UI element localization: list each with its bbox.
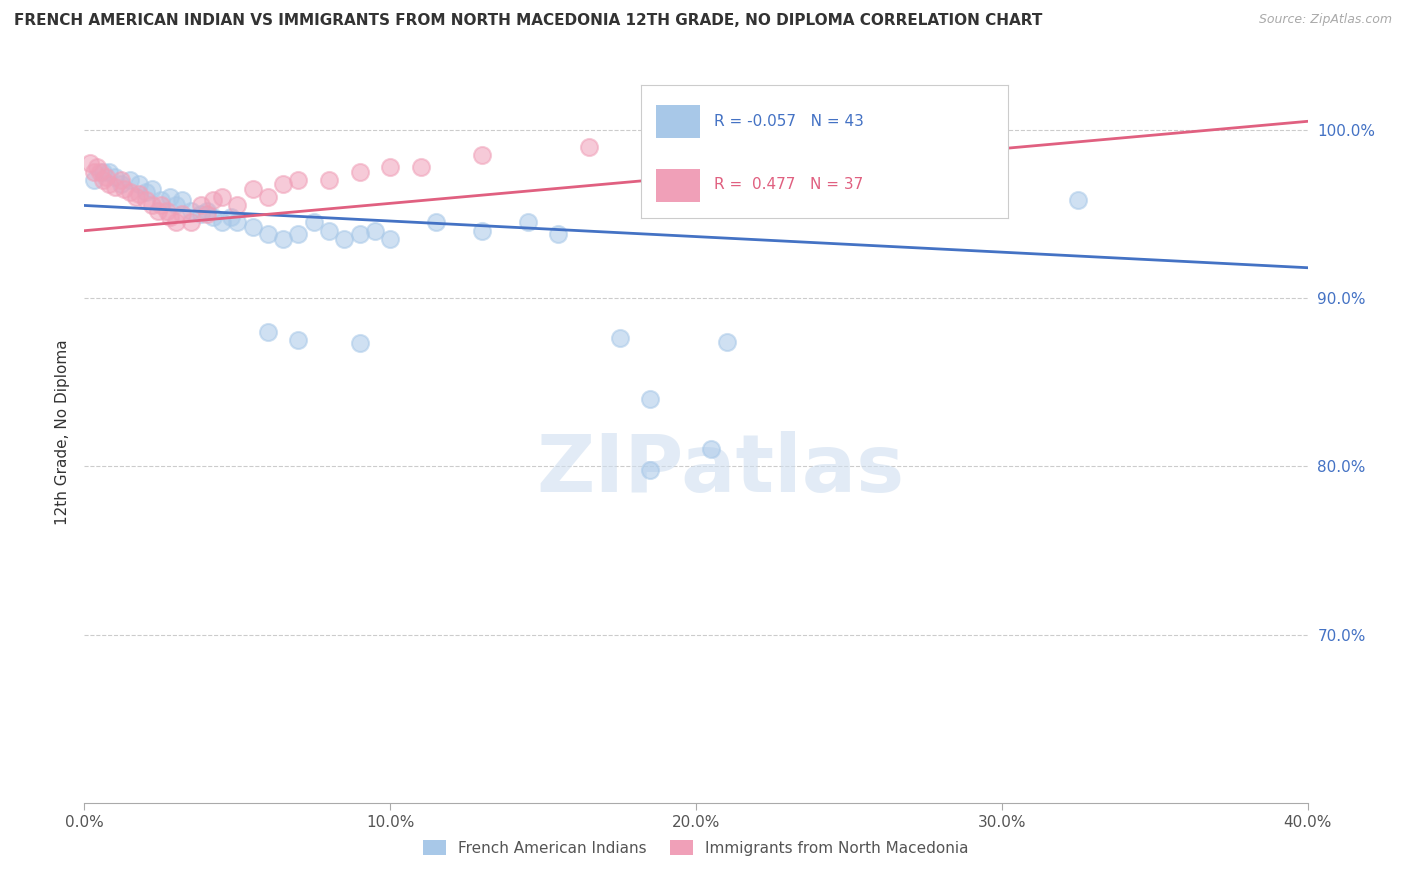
Point: [110, 173, 132, 187]
Legend: French American Indians, Immigrants from North Macedonia: French American Indians, Immigrants from…: [418, 834, 974, 862]
Point: [159, 190, 181, 204]
Point: [180, 203, 202, 218]
Point: [112, 181, 135, 195]
Point: [226, 198, 249, 212]
Point: [349, 227, 371, 241]
Point: [211, 190, 233, 204]
Point: [190, 207, 212, 221]
Point: [578, 139, 600, 153]
Point: [128, 177, 150, 191]
Point: [156, 203, 179, 218]
Point: [409, 160, 432, 174]
Point: [141, 198, 163, 212]
Point: [516, 215, 538, 229]
Point: [91, 165, 114, 179]
Point: [89, 165, 111, 179]
Point: [165, 198, 187, 212]
Point: [195, 203, 218, 218]
Point: [201, 194, 224, 208]
Point: [125, 190, 148, 204]
Point: [349, 336, 371, 351]
Point: [211, 215, 233, 229]
Point: [120, 185, 142, 199]
Point: [380, 232, 402, 246]
Point: [318, 173, 340, 187]
Y-axis label: 12th Grade, No Diploma: 12th Grade, No Diploma: [55, 340, 70, 525]
Point: [165, 215, 187, 229]
Point: [349, 165, 371, 179]
Point: [287, 173, 309, 187]
Point: [257, 227, 280, 241]
Point: [190, 198, 212, 212]
Point: [471, 224, 494, 238]
Point: [135, 185, 157, 199]
Point: [471, 148, 494, 162]
Point: [94, 169, 117, 184]
Point: [257, 190, 280, 204]
Point: [287, 333, 309, 347]
Point: [302, 215, 325, 229]
Point: [547, 227, 569, 241]
Point: [141, 181, 163, 195]
Point: [242, 181, 264, 195]
Point: [257, 325, 280, 339]
Point: [120, 173, 142, 187]
Point: [700, 442, 723, 457]
Point: [149, 198, 172, 212]
Point: [83, 173, 105, 187]
Point: [609, 331, 631, 345]
Point: [716, 334, 738, 349]
Point: [104, 169, 127, 184]
Point: [135, 194, 157, 208]
Point: [128, 186, 150, 201]
Point: [180, 215, 202, 229]
Point: [271, 232, 294, 246]
Point: [287, 227, 309, 241]
Point: [146, 203, 169, 218]
Point: [110, 177, 132, 191]
Point: [79, 156, 101, 170]
Point: [638, 392, 661, 406]
Point: [172, 194, 194, 208]
Point: [195, 207, 218, 221]
Point: [104, 180, 127, 194]
Point: [364, 224, 387, 238]
Point: [91, 173, 114, 187]
Point: [86, 160, 108, 174]
Text: ZIPatlas: ZIPatlas: [536, 431, 904, 508]
Point: [425, 215, 447, 229]
Point: [97, 177, 120, 191]
Point: [159, 211, 181, 225]
Point: [380, 160, 402, 174]
Point: [271, 177, 294, 191]
Text: FRENCH AMERICAN INDIAN VS IMMIGRANTS FROM NORTH MACEDONIA 12TH GRADE, NO DIPLOMA: FRENCH AMERICAN INDIAN VS IMMIGRANTS FRO…: [14, 13, 1042, 29]
Point: [201, 211, 224, 225]
Point: [333, 232, 356, 246]
Point: [638, 462, 661, 476]
Text: Source: ZipAtlas.com: Source: ZipAtlas.com: [1258, 13, 1392, 27]
Point: [318, 224, 340, 238]
Point: [1067, 194, 1090, 208]
Point: [172, 207, 194, 221]
Point: [149, 194, 172, 208]
Point: [97, 165, 120, 179]
Point: [226, 215, 249, 229]
Point: [83, 165, 105, 179]
Point: [242, 220, 264, 235]
Point: [219, 211, 242, 225]
